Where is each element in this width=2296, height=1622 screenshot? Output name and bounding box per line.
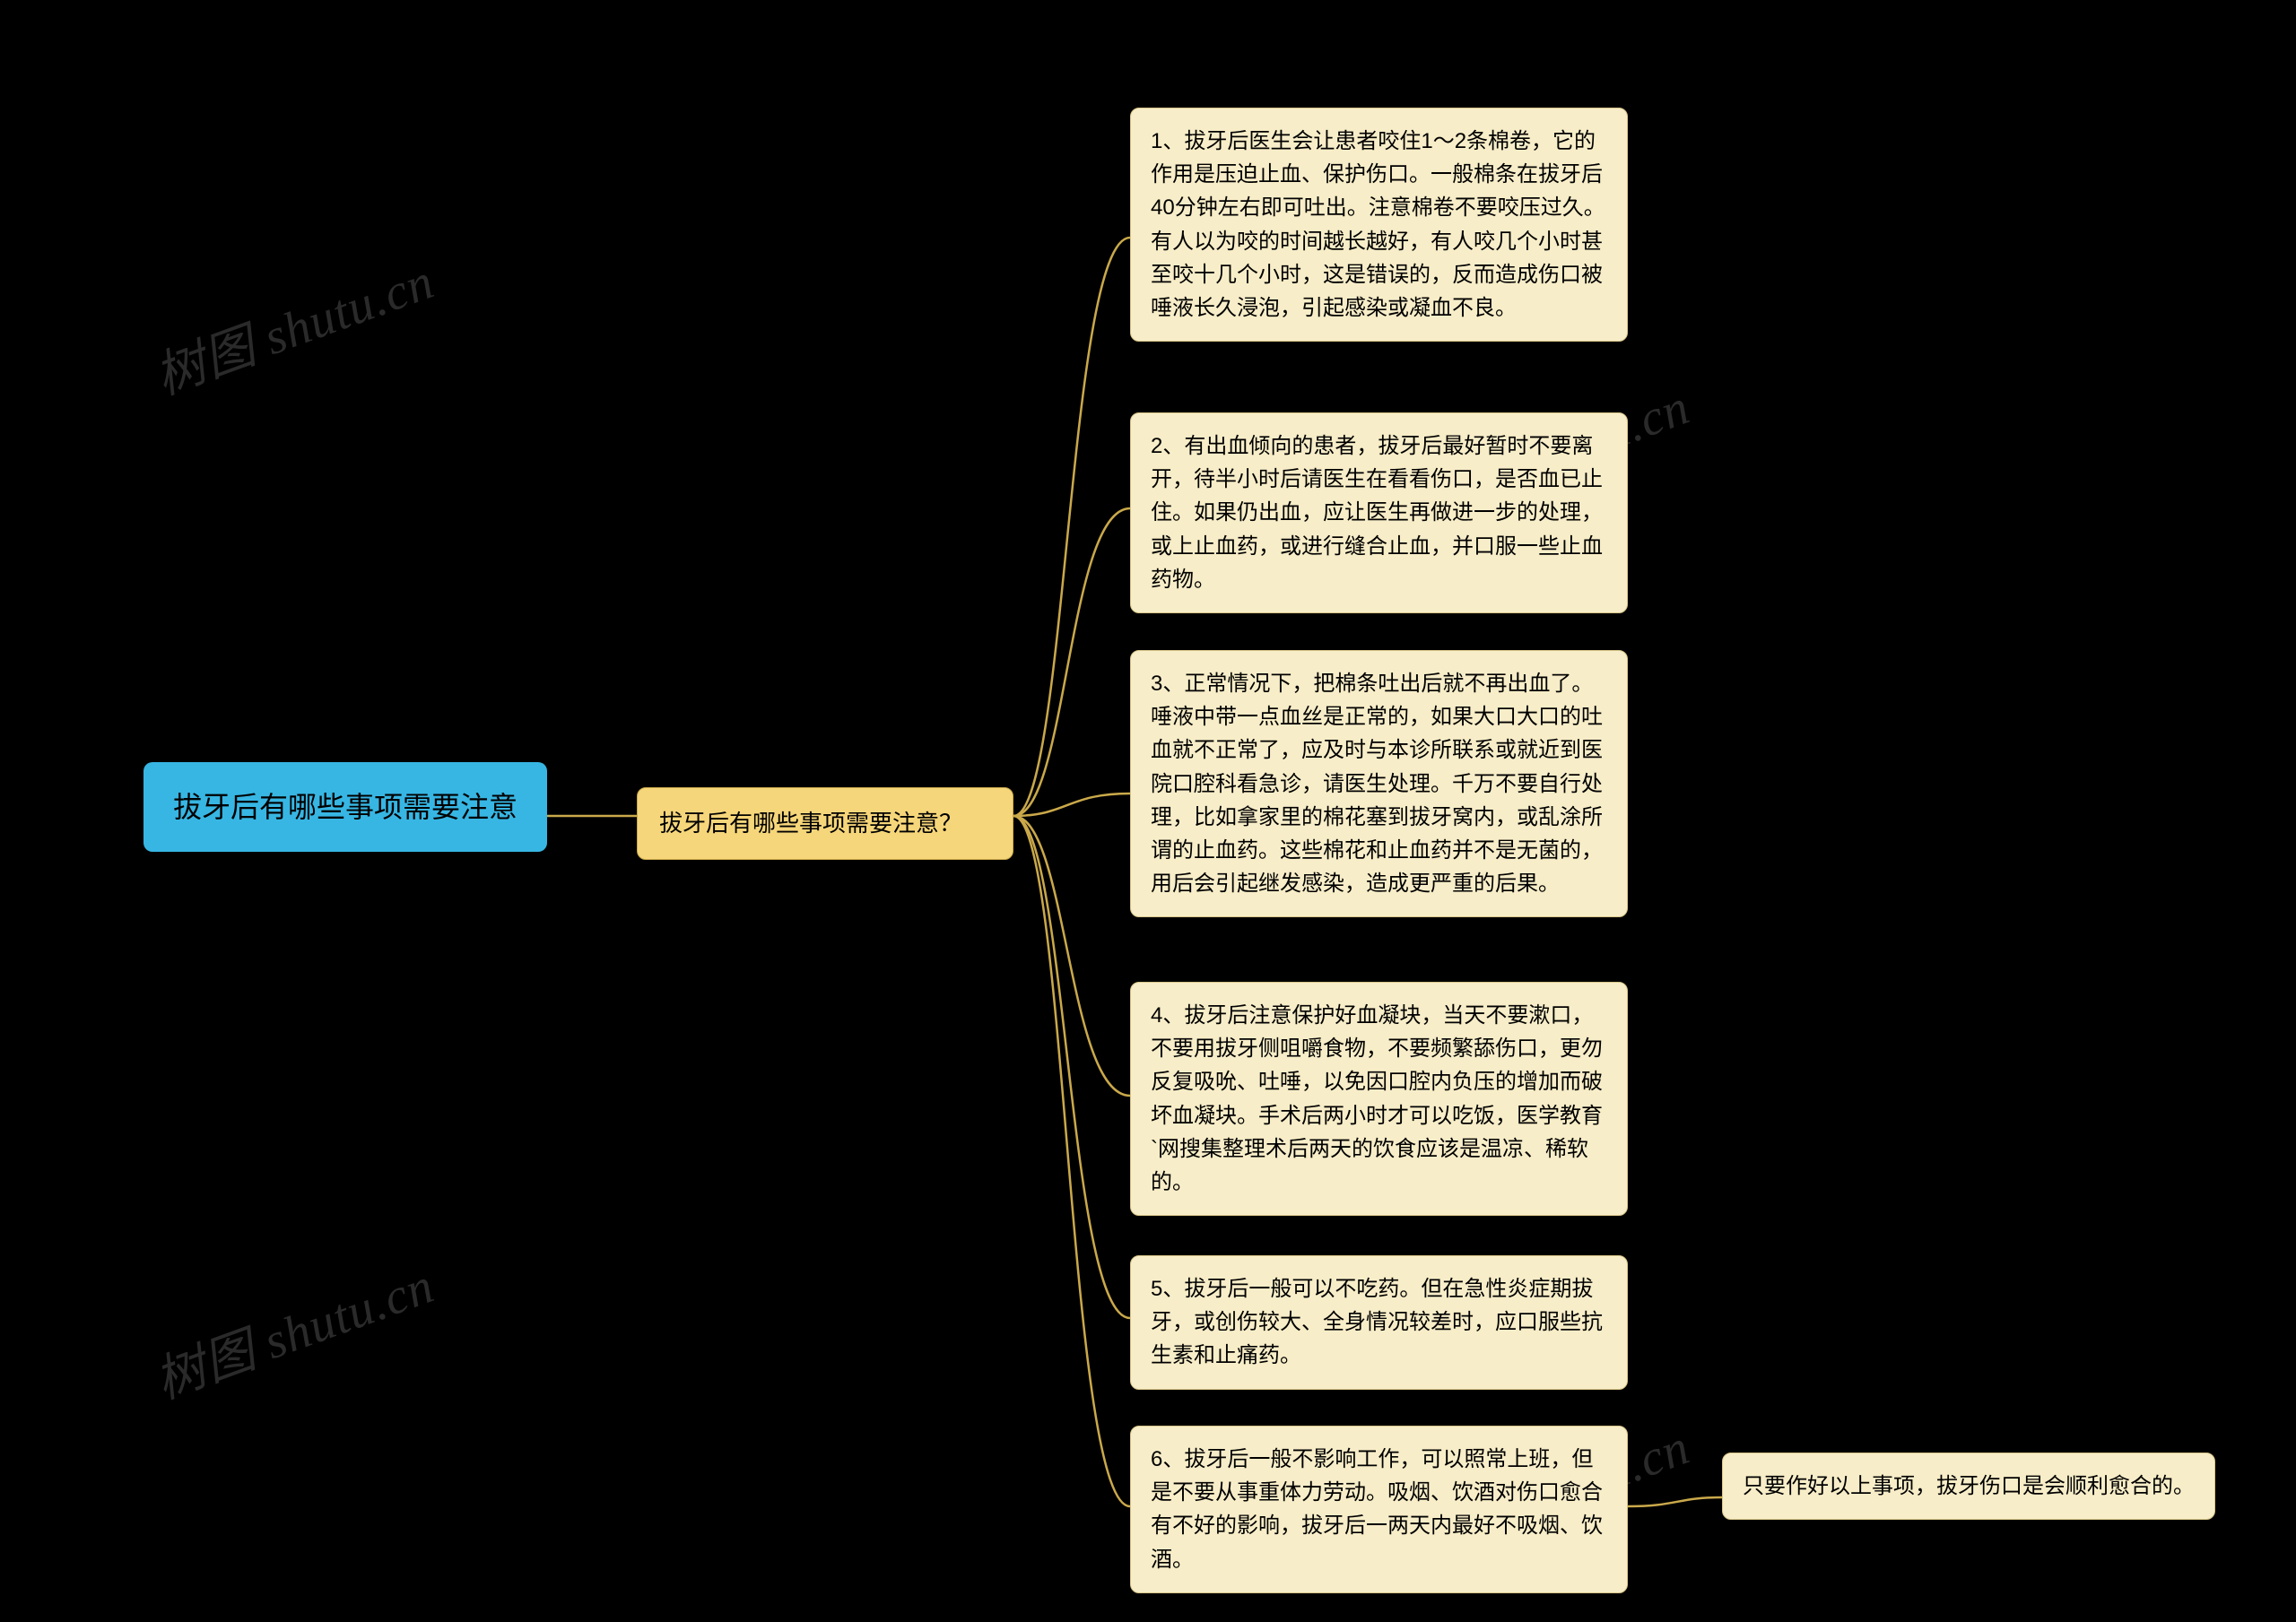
root-node[interactable]: 拔牙后有哪些事项需要注意 [144, 762, 547, 852]
leaf-node[interactable]: 2、有出血倾向的患者，拔牙后最好暂时不要离开，待半小时后请医生在看看伤口，是否血… [1130, 412, 1628, 613]
leaf-node[interactable]: 3、正常情况下，把棉条吐出后就不再出血了。唾液中带一点血丝是正常的，如果大口大口… [1130, 650, 1628, 917]
leaf-text: 6、拔牙后一般不影响工作，可以照常上班，但是不要从事重体力劳动。吸烟、饮酒对伤口… [1151, 1447, 1603, 1572]
tail-node[interactable]: 只要作好以上事项，拔牙伤口是会顺利愈合的。 [1722, 1453, 2215, 1520]
level1-text: 拔牙后有哪些事项需要注意？ [659, 810, 962, 837]
leaf-node[interactable]: 6、拔牙后一般不影响工作，可以照常上班，但是不要从事重体力劳动。吸烟、饮酒对伤口… [1130, 1426, 1628, 1593]
mindmap-canvas: 树图 shutu.cn 树图 shutu.cn 树图 shutu.cn 树图 s… [0, 0, 2296, 1622]
leaf-text: 4、拔牙后注意保护好血凝块，当天不要漱口，不要用拔牙侧咀嚼食物，不要频繁舔伤口，… [1151, 1003, 1603, 1194]
leaf-text: 5、拔牙后一般可以不吃药。但在急性炎症期拔牙，或创伤较大、全身情况较差时，应口服… [1151, 1277, 1603, 1367]
leaf-node[interactable]: 4、拔牙后注意保护好血凝块，当天不要漱口，不要用拔牙侧咀嚼食物，不要频繁舔伤口，… [1130, 982, 1628, 1216]
leaf-node[interactable]: 1、拔牙后医生会让患者咬住1～2条棉卷，它的作用是压迫止血、保护伤口。一般棉条在… [1130, 108, 1628, 342]
leaf-text: 1、拔牙后医生会让患者咬住1～2条棉卷，它的作用是压迫止血、保护伤口。一般棉条在… [1151, 129, 1605, 320]
level1-node[interactable]: 拔牙后有哪些事项需要注意？ [637, 787, 1013, 860]
leaf-text: 2、有出血倾向的患者，拔牙后最好暂时不要离开，待半小时后请医生在看看伤口，是否血… [1151, 434, 1603, 592]
watermark: 树图 shutu.cn [144, 1245, 442, 1413]
tail-text: 只要作好以上事项，拔牙伤口是会顺利愈合的。 [1743, 1474, 2195, 1498]
watermark: 树图 shutu.cn [144, 241, 442, 409]
root-text: 拔牙后有哪些事项需要注意 [173, 791, 517, 823]
leaf-text: 3、正常情况下，把棉条吐出后就不再出血了。唾液中带一点血丝是正常的，如果大口大口… [1151, 672, 1603, 896]
leaf-node[interactable]: 5、拔牙后一般可以不吃药。但在急性炎症期拔牙，或创伤较大、全身情况较差时，应口服… [1130, 1255, 1628, 1390]
